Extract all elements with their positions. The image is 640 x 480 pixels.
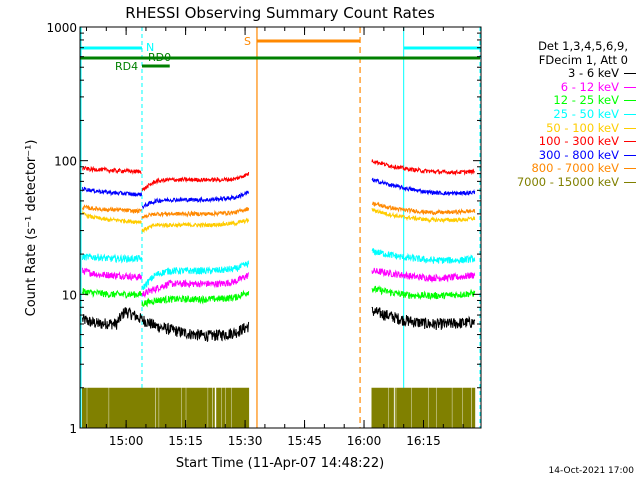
x-axis-label: Start Time (11-Apr-07 14:48:22) [176, 456, 384, 471]
series-100-300-kev-segment-0 [82, 165, 142, 175]
series-100-300-kev-segment-2 [371, 159, 475, 177]
series-800-7000-kev-segment-0 [82, 204, 142, 215]
rd4-label: RD4 [115, 60, 138, 73]
series-6-12-kev [82, 267, 476, 299]
series-300-800-kev-segment-1 [141, 190, 250, 210]
legend-item: 300 - 800 keV [484, 147, 636, 163]
series-800-7000-kev [82, 201, 476, 219]
legend-swatch [624, 100, 636, 102]
series-25-50-kev-segment-0 [82, 253, 143, 264]
legend-item: 12 - 25 keV [484, 94, 636, 108]
series-300-800-kev [82, 177, 476, 210]
legend-item-label: 6 - 12 keV [560, 79, 619, 94]
legend-item: 100 - 300 keV [484, 134, 636, 149]
x-tick-label: 16:15 [406, 434, 441, 448]
legend-swatch [624, 73, 636, 75]
x-tick-label: 15:30 [228, 434, 263, 448]
series-3-6-kev-segment-0 [82, 307, 143, 330]
series-3-6-kev [82, 306, 476, 342]
series-800-7000-kev-segment-2 [371, 201, 476, 216]
legend-swatch [624, 168, 636, 170]
series-25-50-kev-segment-1 [141, 260, 250, 291]
series-100-300-kev [82, 159, 475, 192]
annotation-layer: N S RD4 RD0 [80, 27, 481, 428]
axis-layer: 15:00 15:15 15:30 15:45 16:00 16:15 1 10 100 1000 [46, 21, 481, 448]
chart-title: RHESSI Observing Summary Count Rates [125, 4, 435, 22]
series-12-25-kev-segment-2 [371, 284, 476, 301]
series-6-12-kev-segment-0 [82, 267, 143, 282]
y-tick-label: 1000 [46, 21, 77, 35]
y-tick-label: 100 [54, 155, 77, 169]
legend-item-label: 300 - 800 keV [538, 147, 619, 162]
y-axis-label: Count Rate (s⁻¹ detector⁻¹) [24, 140, 39, 317]
series-7000-15000-kev [82, 387, 476, 428]
legend-item: 50 - 100 keV [484, 120, 636, 136]
legend-swatch [624, 113, 636, 115]
series-100-300-kev-segment-1 [141, 171, 250, 192]
legend-item-label: 800 - 7000 keV [531, 161, 619, 176]
legend-item-label: 25 - 50 keV [553, 106, 619, 121]
night-label: N [146, 41, 154, 54]
series-7000-15000-kev-segment-1 [371, 387, 476, 428]
legend-header-line: FDecim 1, Att 0 [538, 52, 628, 67]
series-6-12-kev-segment-1 [141, 272, 250, 299]
saa-label: S [244, 35, 251, 48]
legend-item: 800 - 7000 keV [484, 162, 636, 176]
x-tick-label: 15:45 [287, 434, 322, 448]
series-3-6-kev-segment-1 [141, 315, 250, 342]
series-50-100-kev-segment-2 [371, 207, 476, 224]
rd0-label: RD0 [148, 51, 171, 64]
legend-item: 25 - 50 keV [484, 106, 636, 122]
legend-item-label: 100 - 300 keV [538, 134, 619, 149]
series-25-50-kev-segment-2 [371, 248, 476, 264]
series-300-800-kev-segment-2 [371, 177, 476, 197]
x-tick-label: 15:00 [109, 434, 144, 448]
legend-item-label: 3 - 6 keV [568, 66, 619, 81]
series-300-800-kev-segment-0 [82, 186, 143, 197]
legend-item: 7000 - 15000 keV [484, 174, 636, 190]
series-layer [82, 159, 476, 428]
series-7000-15000-kev-segment-0 [82, 387, 250, 428]
legend-header-line: Det 1,3,4,5,6,9, [538, 39, 628, 53]
legend-swatch [624, 154, 636, 156]
series-50-100-kev [82, 207, 476, 234]
series-50-100-kev-segment-0 [82, 210, 142, 225]
series-12-25-kev-segment-0 [82, 288, 143, 299]
legend-item: 3 - 6 keV [484, 66, 636, 81]
y-tick-label: 10 [62, 288, 77, 302]
legend-item: 6 - 12 keV [484, 79, 636, 95]
legend-item-label: 12 - 25 keV [553, 93, 619, 108]
legend-item-label: 50 - 100 keV [546, 120, 619, 135]
legend-swatch [624, 141, 636, 143]
x-tick-label: 16:00 [347, 434, 382, 448]
x-tick-label: 15:15 [168, 434, 203, 448]
legend-swatch [624, 127, 636, 129]
legend-swatch [624, 181, 636, 183]
series-12-25-kev [82, 284, 476, 308]
series-50-100-kev-segment-1 [141, 217, 250, 234]
series-25-50-kev [82, 248, 476, 291]
footer-date: 14-Oct-2021 17:00 [548, 466, 634, 476]
legend-swatch [624, 86, 636, 88]
plot-frame [79, 26, 482, 429]
series-12-25-kev-segment-1 [141, 289, 250, 308]
legend-item-label: 7000 - 15000 keV [516, 174, 619, 189]
series-6-12-kev-segment-2 [371, 267, 476, 284]
series-3-6-kev-segment-2 [371, 306, 476, 331]
series-800-7000-kev-segment-1 [141, 206, 250, 219]
y-tick-label: 1 [69, 422, 77, 436]
